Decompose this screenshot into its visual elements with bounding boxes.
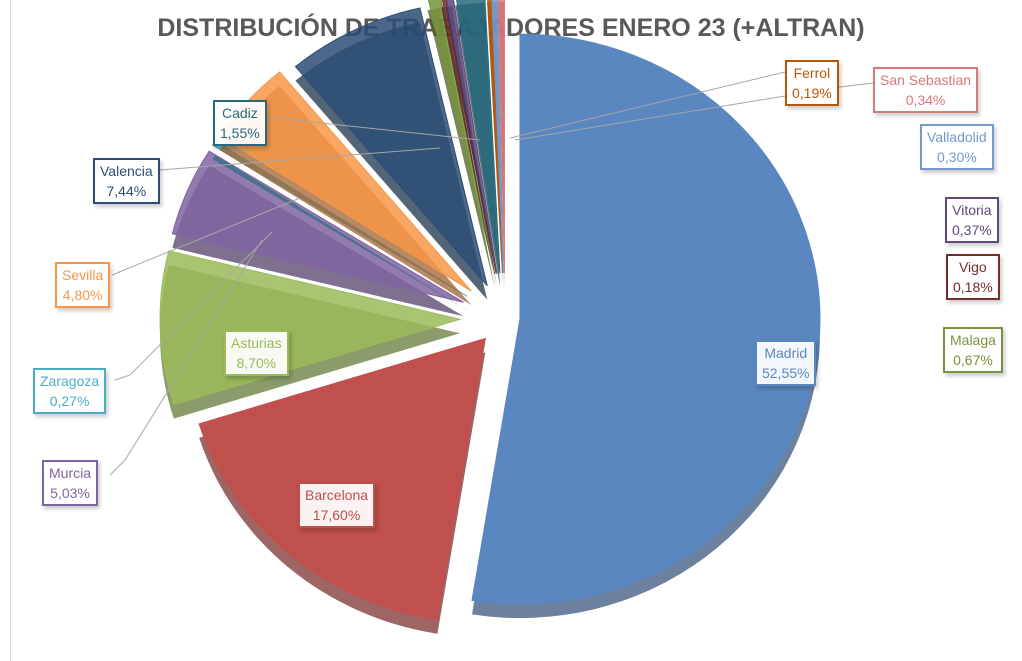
leader-line-zaragoza (114, 231, 273, 381)
data-label-value: 1,55% (220, 125, 260, 141)
pie-slice-cadiz[interactable] (455, 0, 501, 274)
data-label-name: Murcia (49, 465, 92, 481)
data-label-name: Malaga (950, 332, 996, 348)
data-label-name: Asturias (231, 335, 282, 351)
pie-slice-depth-vitoria (445, 5, 497, 288)
data-label-value: 7,44% (106, 183, 147, 199)
data-label-value: 0,27% (49, 393, 90, 409)
leader-line-valencia (159, 147, 441, 171)
pie-slice-valladolid[interactable] (491, 0, 504, 274)
data-label-name: Zaragoza (40, 373, 100, 389)
data-label-value: 4,80% (62, 287, 103, 303)
data-label-name: Sevilla (62, 267, 104, 283)
pie-slice-valencia[interactable] (294, 7, 488, 287)
pie-slice-barcelona[interactable] (198, 337, 486, 621)
data-label-name: Vitoria (952, 202, 992, 218)
data-label-value: 0,34% (905, 92, 946, 108)
data-label-value: 0,19% (792, 85, 832, 101)
data-label-valencia: Valencia 7,44% (93, 158, 160, 204)
leader-line-ferrol (509, 71, 786, 139)
data-label-value: 0,30% (936, 149, 977, 165)
leader-line-sevilla (111, 197, 301, 276)
data-label-madrid: Madrid 52,55% (755, 340, 817, 386)
pie-slice-depth-zaragoza (212, 155, 468, 311)
data-label-sevilla: Sevilla 4,80% (55, 262, 111, 308)
data-label-vigo: Vigo 0,18% (946, 254, 1000, 300)
data-label-name: San Sebastian (880, 72, 972, 88)
data-label-name: Madrid (764, 345, 808, 361)
data-label-name: Barcelona (305, 487, 369, 503)
data-label-value: 0,67% (953, 352, 993, 368)
pie-slice-depth-cadiz (455, 2, 500, 288)
data-label-value: 0,37% (952, 222, 992, 238)
pie-slice-depth-vigo (441, 6, 497, 288)
data-label-name: Ferrol (793, 65, 831, 81)
data-label-asturias: Asturias 8,70% (224, 330, 289, 376)
data-label-value: 5,03% (50, 485, 90, 501)
chart-title: DISTRIBUCIÓN DE TRABAJADORES ENERO 23 (+… (157, 14, 865, 42)
pie-slice-depth-malaga (427, 7, 495, 288)
data-label-san-sebastian: San Sebastian 0,34% (873, 67, 979, 113)
data-label-name: Vigo (958, 259, 987, 275)
data-label-name: Valencia (100, 163, 153, 179)
data-label-value: 17,60% (312, 507, 361, 523)
pie-slice-vitoria[interactable] (445, 0, 498, 274)
pie-slice-san-sebastian[interactable] (497, 0, 505, 274)
pie-slice-madrid[interactable] (471, 33, 821, 605)
data-label-ferrol: Ferrol 0,19% (785, 60, 839, 106)
leader-line-cadiz (264, 116, 481, 141)
pie-slice-depth-valladolid (491, 2, 504, 288)
pie-slice-depth-ferrol (487, 2, 503, 288)
data-label-name: Valladolid (927, 129, 987, 145)
data-label-value: 8,70% (236, 355, 277, 371)
data-label-vitoria: Vitoria 0,37% (945, 197, 999, 243)
pie-slice-malaga[interactable] (427, 0, 496, 275)
data-label-valladolid: Valladolid 0,30% (920, 124, 994, 170)
pie-slice-ferrol[interactable] (487, 0, 504, 274)
sheet-gridline (0, 0, 11, 661)
data-label-value: 52,55% (762, 365, 810, 381)
data-label-name: Cadiz (221, 105, 258, 121)
data-label-zaragoza: Zaragoza 0,27% (33, 368, 107, 414)
leader-line-murcia (109, 239, 263, 476)
data-label-murcia: Murcia 5,03% (42, 460, 99, 506)
data-label-barcelona: Barcelona 17,60% (298, 482, 376, 528)
data-label-cadiz: Cadiz 1,55% (213, 100, 267, 146)
data-label-malaga: Malaga 0,67% (943, 327, 1003, 373)
data-label-value: 0,18% (953, 279, 993, 295)
